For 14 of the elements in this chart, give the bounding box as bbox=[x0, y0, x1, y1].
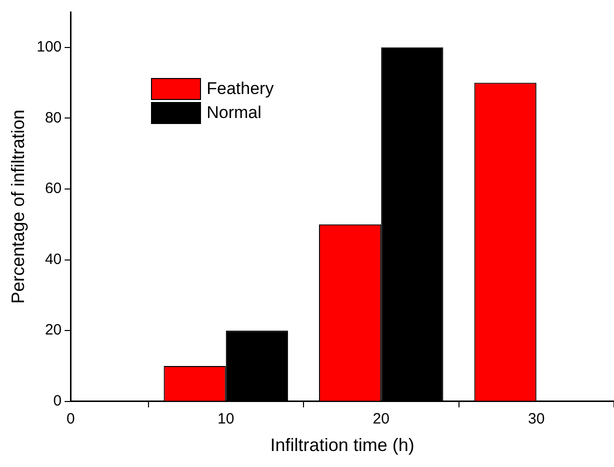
y-axis-title: Percentage of infiltration bbox=[8, 110, 28, 304]
x-tick-label: 0 bbox=[66, 410, 75, 428]
y-tick-label: 100 bbox=[36, 38, 62, 56]
legend-label: Normal bbox=[206, 103, 262, 123]
y-tick-label: 60 bbox=[44, 180, 62, 198]
y-tick-label: 20 bbox=[44, 322, 62, 339]
y-tick-label: 80 bbox=[44, 109, 62, 126]
x-axis-title: Infiltration time (h) bbox=[270, 435, 414, 456]
y-tick-label: 40 bbox=[44, 250, 62, 268]
legend-label: Feathery bbox=[206, 79, 274, 99]
x-tick-label: 20 bbox=[372, 410, 390, 428]
x-tick-label: 10 bbox=[218, 410, 234, 428]
x-tick-label: 30 bbox=[528, 410, 545, 428]
y-tick-label: 0 bbox=[53, 392, 62, 410]
